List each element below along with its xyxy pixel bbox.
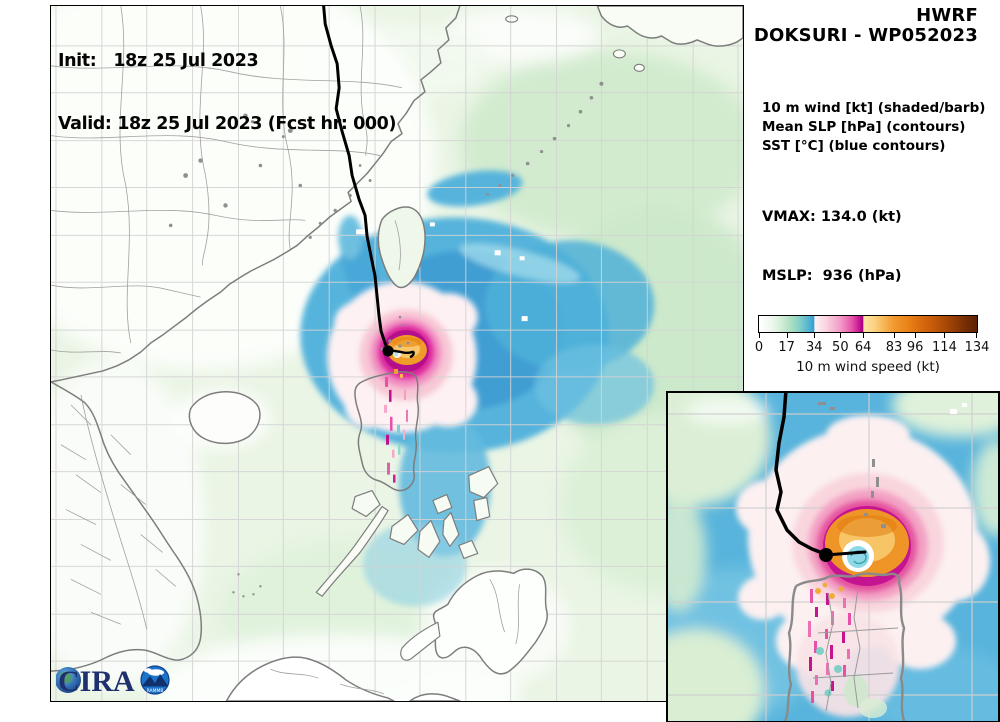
- colorbar-tick-label: 17: [778, 340, 795, 355]
- field-legend: 10 m wind [kt] (shaded/barb) Mean SLP [h…: [762, 99, 985, 156]
- colorbar-tickmark: [759, 333, 760, 338]
- terrain-speckles: [168, 81, 604, 598]
- colorbar-tickmark: [944, 333, 946, 338]
- colorbar-tick-label: 50: [832, 340, 849, 355]
- inset-admin-borders: [812, 587, 899, 712]
- inset-zoom-map: [666, 391, 1000, 722]
- main-map-canvas: [51, 6, 743, 701]
- colorbar-tick-label: 0: [754, 340, 764, 355]
- colorbar-tick-label: 83: [885, 340, 903, 355]
- colorbar-tickmark: [863, 333, 865, 338]
- valid-time-label: Valid: 18z 25 Jul 2023 (Fcst hr: 000): [58, 114, 397, 134]
- timestamp-block: Init: 18z 25 Jul 2023 Valid: 18z 25 Jul …: [58, 9, 396, 177]
- field-line-slp: Mean SLP [hPa] (contours): [762, 119, 966, 135]
- storm-id: DOKSURI - WP052023: [753, 25, 978, 46]
- colorbar-tick-label: 114: [932, 340, 957, 355]
- colorbar-tickmark: [915, 333, 917, 338]
- shading-gaps: [356, 222, 528, 322]
- cira-wordmark: CIRA: [58, 665, 135, 698]
- title-block: HWRF DOKSURI - WP052023: [754, 6, 978, 46]
- field-line-sst: SST [°C] (blue contours): [762, 138, 946, 154]
- field-line-wind: 10 m wind [kt] (shaded/barb): [762, 100, 986, 116]
- colorbar-tickmark: [894, 333, 896, 338]
- mslp-value: MSLP: 936 (hPa): [762, 267, 902, 284]
- cira-logo: CIRA RAMMB: [55, 661, 176, 703]
- inset-coastlines: [783, 572, 906, 721]
- inset-shading-base: [668, 393, 998, 721]
- colorbar: 0 17 34 50 64 83 96 114 134 10 m wind sp…: [755, 315, 989, 375]
- colorbar-tick-label: 34: [806, 340, 823, 355]
- inset-storm-track: [774, 393, 867, 562]
- model-name: HWRF: [916, 5, 978, 26]
- admin-borders: [51, 6, 521, 695]
- storm-center-dot: [382, 345, 394, 357]
- inset-storm-center-dot: [819, 548, 833, 562]
- terrain-wind-streaks: [384, 368, 408, 483]
- colorbar-tickmark: [840, 333, 842, 338]
- vmax-value: VMAX: 134.0 (kt): [762, 209, 902, 225]
- colorbar-tickmark: [814, 333, 816, 338]
- intensity-block: VMAX: 134.0 (kt) MSLP: 936 (hPa): [762, 169, 902, 325]
- inset-storm-core: [808, 489, 928, 601]
- storm-track: [322, 6, 415, 359]
- init-time-label: Init: 18z 25 Jul 2023: [58, 51, 259, 71]
- colorbar-axis-label: 10 m wind speed (kt): [796, 359, 940, 375]
- rammb-label: RAMMB: [147, 688, 164, 694]
- colorbar-tick-label: 64: [854, 340, 872, 355]
- rammb-badge-icon: RAMMB: [140, 665, 170, 695]
- colorbar-tick-label: 134: [964, 340, 990, 355]
- inset-map-canvas: [668, 393, 998, 721]
- inset-detail-dots: [818, 402, 967, 528]
- colorbar-tickmark: [976, 333, 978, 338]
- main-map: [50, 5, 744, 702]
- colorbar-tickmark: [786, 333, 788, 338]
- colorbar-tick-label: 96: [906, 340, 924, 355]
